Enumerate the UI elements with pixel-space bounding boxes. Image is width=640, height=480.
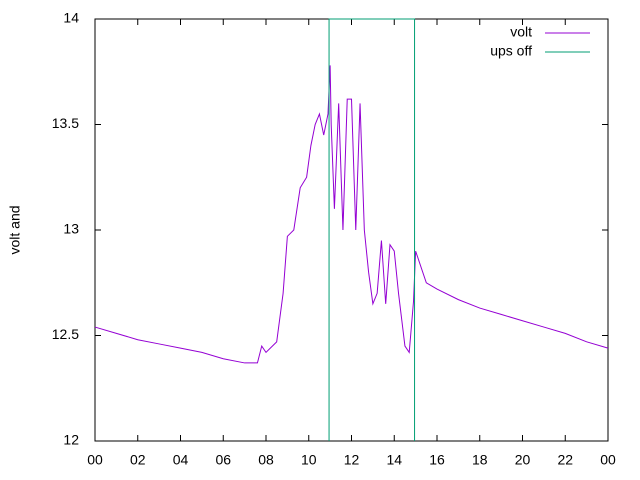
y-tick-label: 13 [63, 221, 79, 237]
y-tick-label: 12.5 [52, 326, 79, 342]
x-tick-label: 02 [130, 452, 146, 468]
x-tick-label: 06 [215, 452, 231, 468]
series-line [94, 65, 609, 364]
y-tick-label: 14 [63, 10, 79, 26]
x-tick-label: 10 [301, 452, 317, 468]
plot-border [94, 18, 609, 442]
x-tick-label: 14 [386, 452, 402, 468]
x-tick-label: 04 [173, 452, 189, 468]
x-tick-label: 18 [472, 452, 488, 468]
y-tick-label: 13.5 [52, 115, 79, 131]
x-tick-label: 20 [515, 452, 531, 468]
x-tick-label: 00 [87, 452, 103, 468]
legend-label: volt [510, 24, 532, 40]
y-axis-label: volt and [7, 205, 23, 254]
legend-label: ups off [490, 43, 532, 59]
x-tick-label: 22 [557, 452, 573, 468]
x-tick-label: 08 [258, 452, 274, 468]
x-tick-label: 12 [344, 452, 360, 468]
x-tick-label: 16 [429, 452, 445, 468]
y-tick-label: 12 [63, 432, 79, 448]
series-line [328, 18, 416, 441]
x-tick-label: 00 [600, 452, 616, 468]
